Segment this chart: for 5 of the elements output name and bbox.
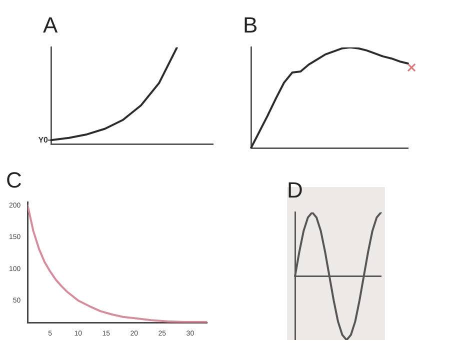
chart-title: C [6,167,22,192]
text: Y0 [38,135,49,144]
chart-title: A [43,12,58,38]
chart-title: D [287,177,303,202]
chart-title: B [243,12,258,38]
